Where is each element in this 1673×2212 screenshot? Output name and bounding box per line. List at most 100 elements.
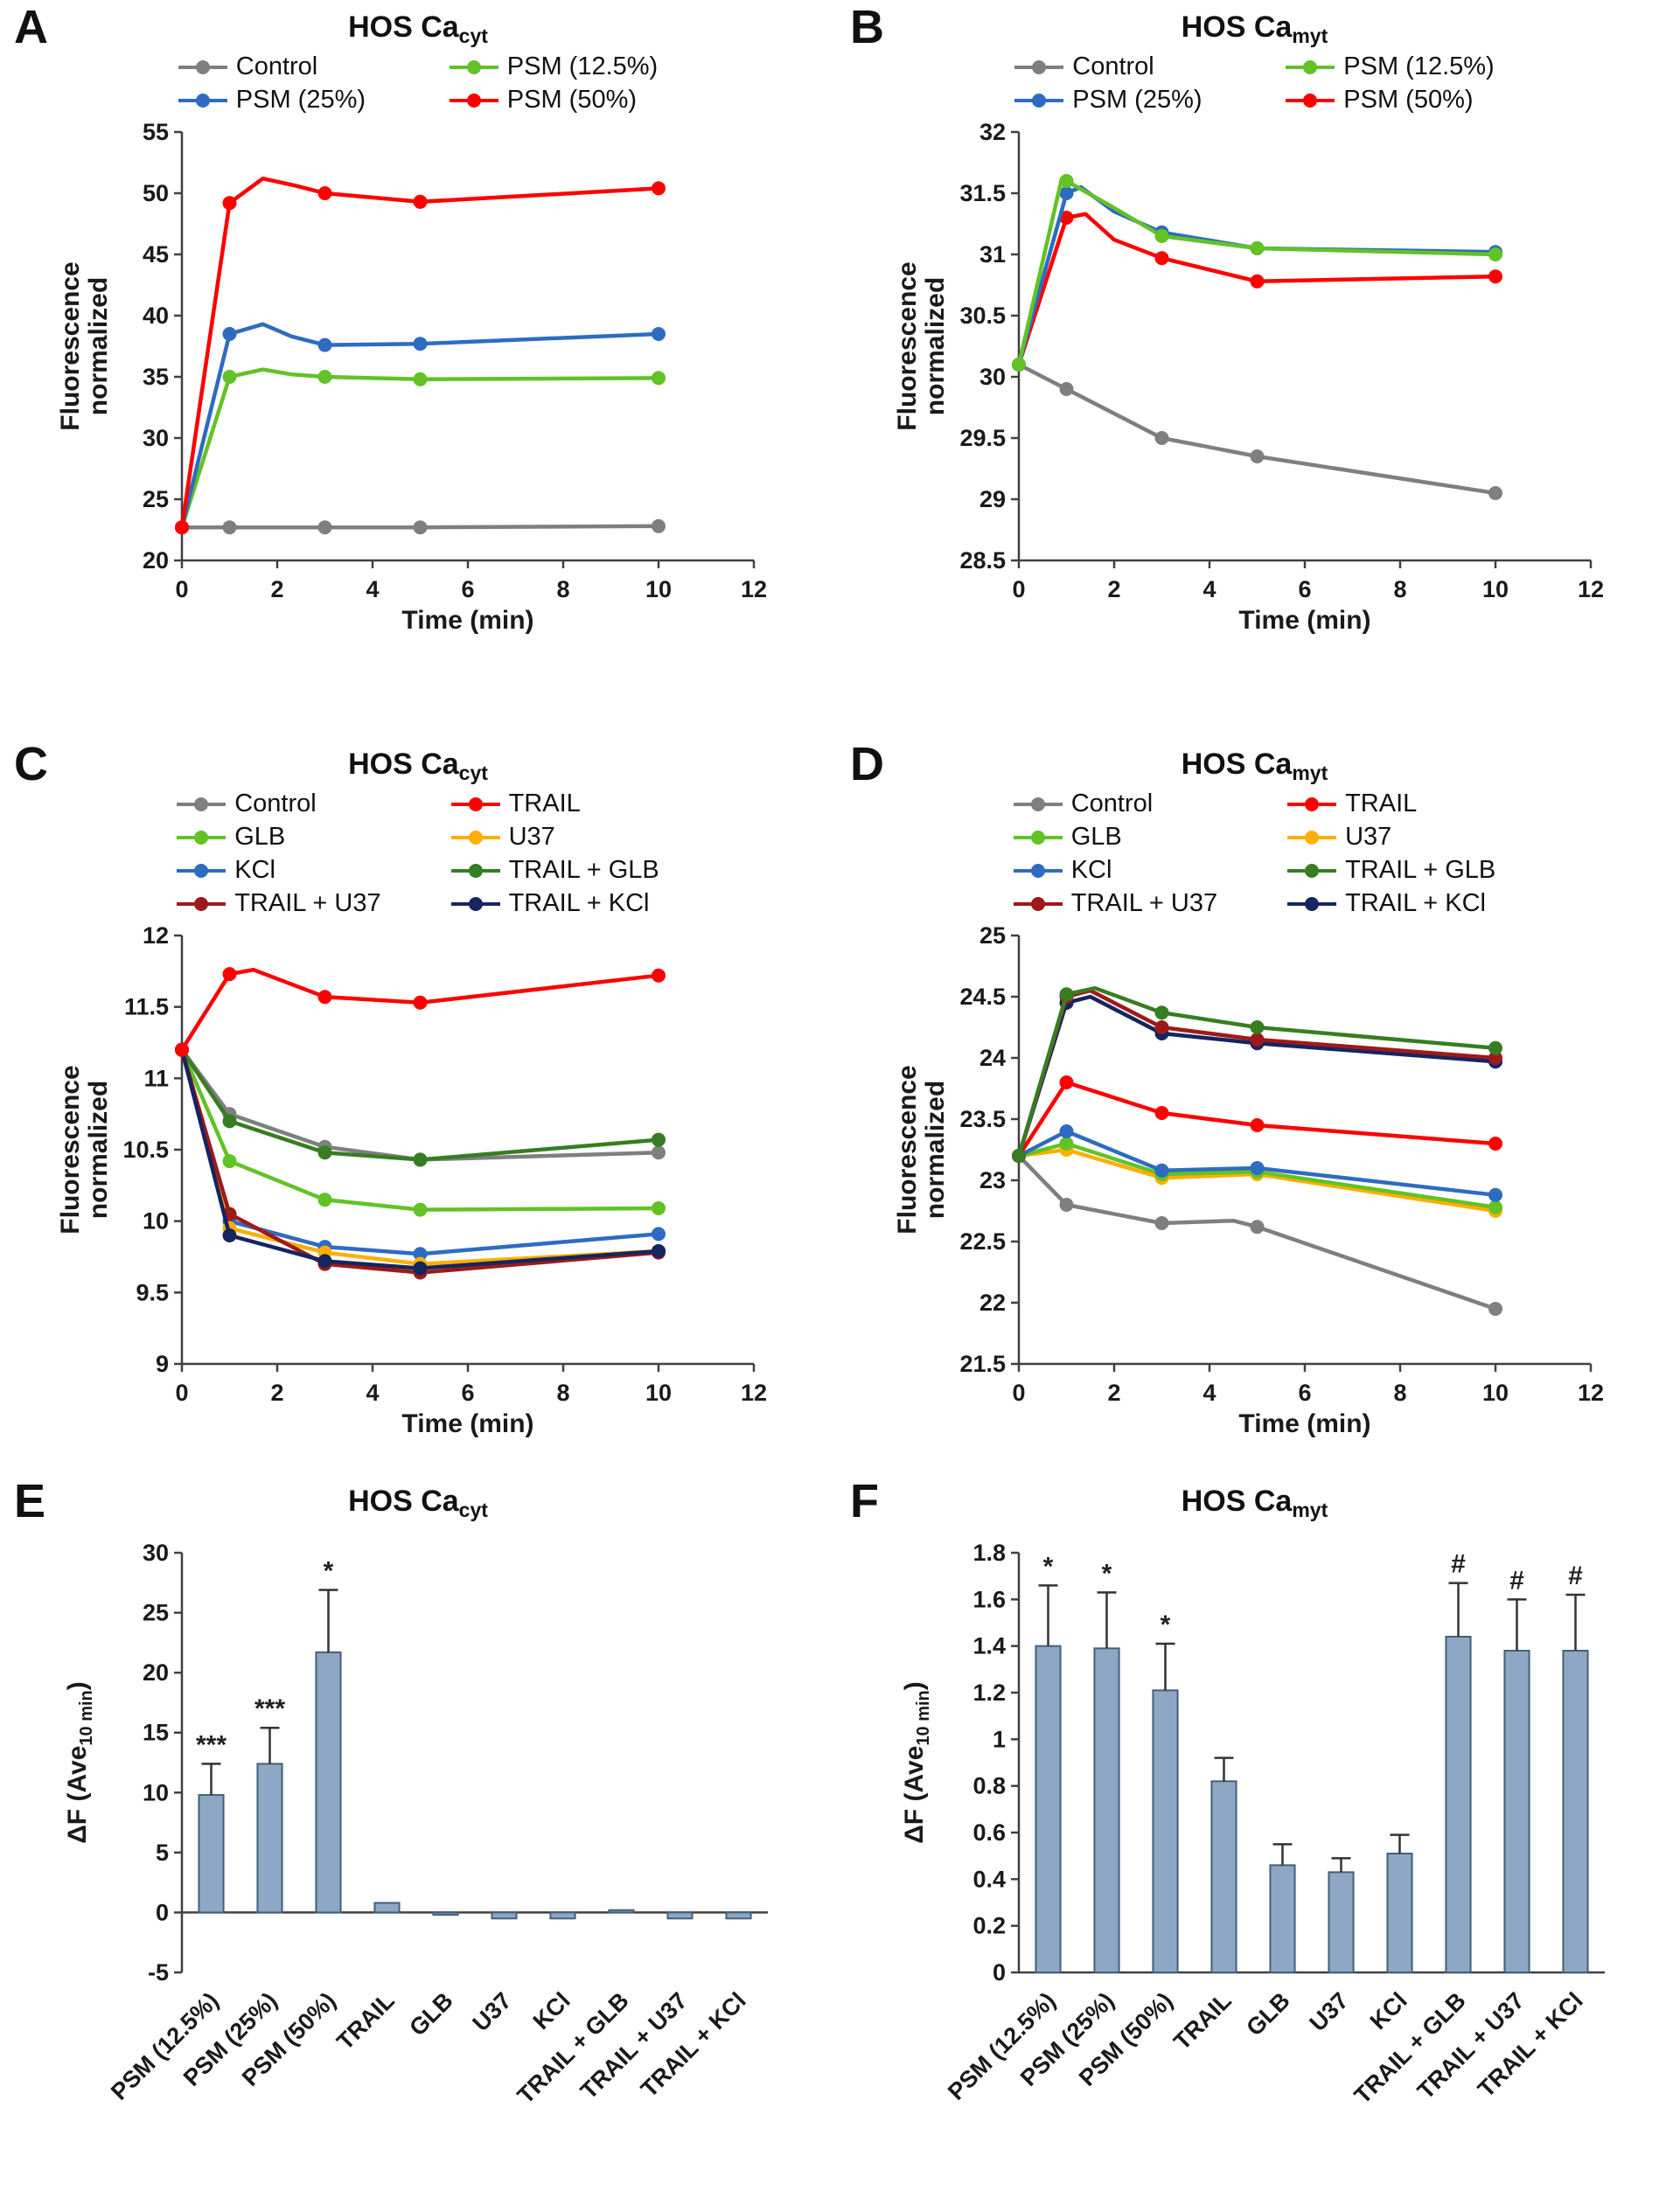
legend-label: Control xyxy=(1072,52,1154,80)
legend-dot-icon xyxy=(1303,59,1318,74)
data-point-psm-50 xyxy=(652,181,666,196)
data-point-control xyxy=(1059,382,1073,396)
panel-title-sub: cyt xyxy=(458,1499,488,1521)
panel-title-main: HOS Ca xyxy=(348,1485,459,1518)
bar-psm-50 xyxy=(1151,1689,1179,1973)
x-tick-label: 6 xyxy=(461,576,474,602)
x-axis-title: Time (min) xyxy=(401,1409,533,1438)
y-tick-label: 10.5 xyxy=(122,1137,169,1163)
y-tick-label: 11.5 xyxy=(124,994,169,1020)
y-tick-label: 31 xyxy=(979,241,1005,268)
data-point-trail-glb xyxy=(652,1132,666,1147)
panel-letter: B xyxy=(850,1,885,53)
y-tick-label: 0.4 xyxy=(972,1866,1006,1892)
legend-marker-icon xyxy=(178,93,227,108)
y-tick-label: 1.2 xyxy=(972,1680,1006,1706)
x-tick-label: 12 xyxy=(741,1380,767,1406)
bar-psm-12-5 xyxy=(198,1794,225,1914)
legend-marker-icon xyxy=(177,863,227,879)
bar-trail-glb xyxy=(608,1909,635,1914)
legend: Control TRAIL GLB U37 KCl TRAIL + GLB TRAIL + … xyxy=(836,790,1673,918)
y-tick-label: 12 xyxy=(143,922,169,949)
x-tick-label: 4 xyxy=(366,1380,379,1406)
series-line-psm-50 xyxy=(179,176,661,530)
legend-item-trail: TRAIL xyxy=(1287,790,1495,818)
y-axis-title: Fluorescencenormalized xyxy=(56,1065,113,1234)
legend-item-control: Control xyxy=(1014,52,1216,81)
legend-label: PSM (25%) xyxy=(1072,86,1202,114)
y-tick-label: 20 xyxy=(143,547,169,574)
y-tick-label: 22 xyxy=(979,1290,1005,1316)
category-label: GLB xyxy=(1241,1987,1295,2042)
y-tick-label: 25 xyxy=(143,1600,169,1626)
data-point-psm-50 xyxy=(1154,251,1168,266)
legend-item-trail-kcl: TRAIL + KCl xyxy=(1287,889,1495,918)
legend-item-u37: U37 xyxy=(450,823,659,852)
data-point-control xyxy=(1250,1220,1264,1235)
category-label: GLB xyxy=(404,1987,458,2042)
x-tick-label: 12 xyxy=(741,576,767,602)
data-point-trail-kcl xyxy=(652,1243,666,1258)
panel-letter: A xyxy=(14,1,49,53)
legend-dot-icon xyxy=(194,830,209,845)
category-label: KCl xyxy=(528,1987,575,2035)
data-point-glb xyxy=(222,1154,237,1169)
panel-letter: E xyxy=(14,1475,47,1527)
data-point-control xyxy=(652,518,666,533)
panel-title-main: HOS Ca xyxy=(1181,10,1293,44)
data-point-psm-12-5 xyxy=(1154,229,1168,243)
legend-item-control: Control xyxy=(177,790,380,818)
y-tick-label: 23 xyxy=(979,1167,1005,1193)
legend-dot-icon xyxy=(195,59,210,74)
series-line-psm-12-5 xyxy=(179,367,661,530)
legend-item-glb: GLB xyxy=(177,823,380,852)
legend-item-psm-25: PSM (25%) xyxy=(178,86,380,115)
x-axis-title: Time (min) xyxy=(401,606,533,635)
data-point-trail-u37 xyxy=(1488,1051,1502,1065)
significance-label: * xyxy=(324,1557,334,1586)
legend-label: PSM (50%) xyxy=(1343,86,1474,114)
y-tick-label: 32 xyxy=(979,119,1005,145)
panel-letter: C xyxy=(14,738,49,790)
panel-d: D HOS Camyt Control TRAIL GLB U37 KCl TRAIL +… xyxy=(836,737,1673,1474)
series-line-psm-50 xyxy=(1016,212,1497,367)
panel-title: HOS Camyt xyxy=(836,7,1673,47)
panel-a-chart: 0 2 4 6 8 10 12 20 25 30 35 40 45 50 55 Time (min) Fluor… xyxy=(56,119,767,635)
series-line-psm-25 xyxy=(179,322,661,530)
x-tick-label: 2 xyxy=(1107,576,1120,602)
significance-label: *** xyxy=(254,1694,285,1723)
data-point-psm-50 xyxy=(1488,269,1502,284)
significance-label: *** xyxy=(196,1730,227,1759)
series-line-control xyxy=(1016,362,1497,496)
x-tick-label: 0 xyxy=(1012,576,1025,602)
legend-marker-icon xyxy=(1013,896,1063,912)
x-tick-label: 4 xyxy=(1202,576,1216,602)
series-line-control xyxy=(179,1047,661,1162)
legend-label: TRAIL + U37 xyxy=(1070,889,1218,917)
data-point-trail-u37 xyxy=(1154,1020,1168,1034)
y-tick-label: 25 xyxy=(979,922,1005,949)
y-tick-label: 31.5 xyxy=(959,180,1006,206)
legend-dot-icon xyxy=(1305,830,1320,845)
data-point-trail-glb xyxy=(1488,1040,1502,1055)
data-point-control xyxy=(1154,1216,1168,1230)
legend-marker-icon xyxy=(1287,896,1337,912)
x-tick-label: 2 xyxy=(270,1380,283,1406)
data-point-trail-kcl xyxy=(317,1254,332,1269)
y-tick-label: 0.6 xyxy=(972,1819,1006,1846)
panel-c: C HOS Cacyt Control TRAIL GLB U37 KCl TRAIL +… xyxy=(0,737,836,1474)
legend-dot-icon xyxy=(1030,863,1045,878)
bar-trail xyxy=(1209,1780,1237,1974)
legend-label: PSM (12.5%) xyxy=(1343,52,1495,80)
y-tick-label: 30 xyxy=(979,364,1005,390)
significance-label: * xyxy=(1101,1559,1112,1588)
y-tick-label: 30 xyxy=(143,425,169,451)
panel-f-chart: 0 0.2 0.4 0.6 0.8 1 1.2 1.4 1.6 1.8 ΔF (Ave10 min)… xyxy=(900,1540,1605,2109)
legend-label: Control xyxy=(235,52,318,80)
legend-marker-icon xyxy=(1286,93,1335,108)
panel-title: HOS Cacyt xyxy=(0,1481,836,1521)
x-tick-label: 4 xyxy=(1202,1380,1216,1406)
x-tick-label: 8 xyxy=(556,1380,569,1406)
panel-title-sub: myt xyxy=(1292,762,1328,784)
